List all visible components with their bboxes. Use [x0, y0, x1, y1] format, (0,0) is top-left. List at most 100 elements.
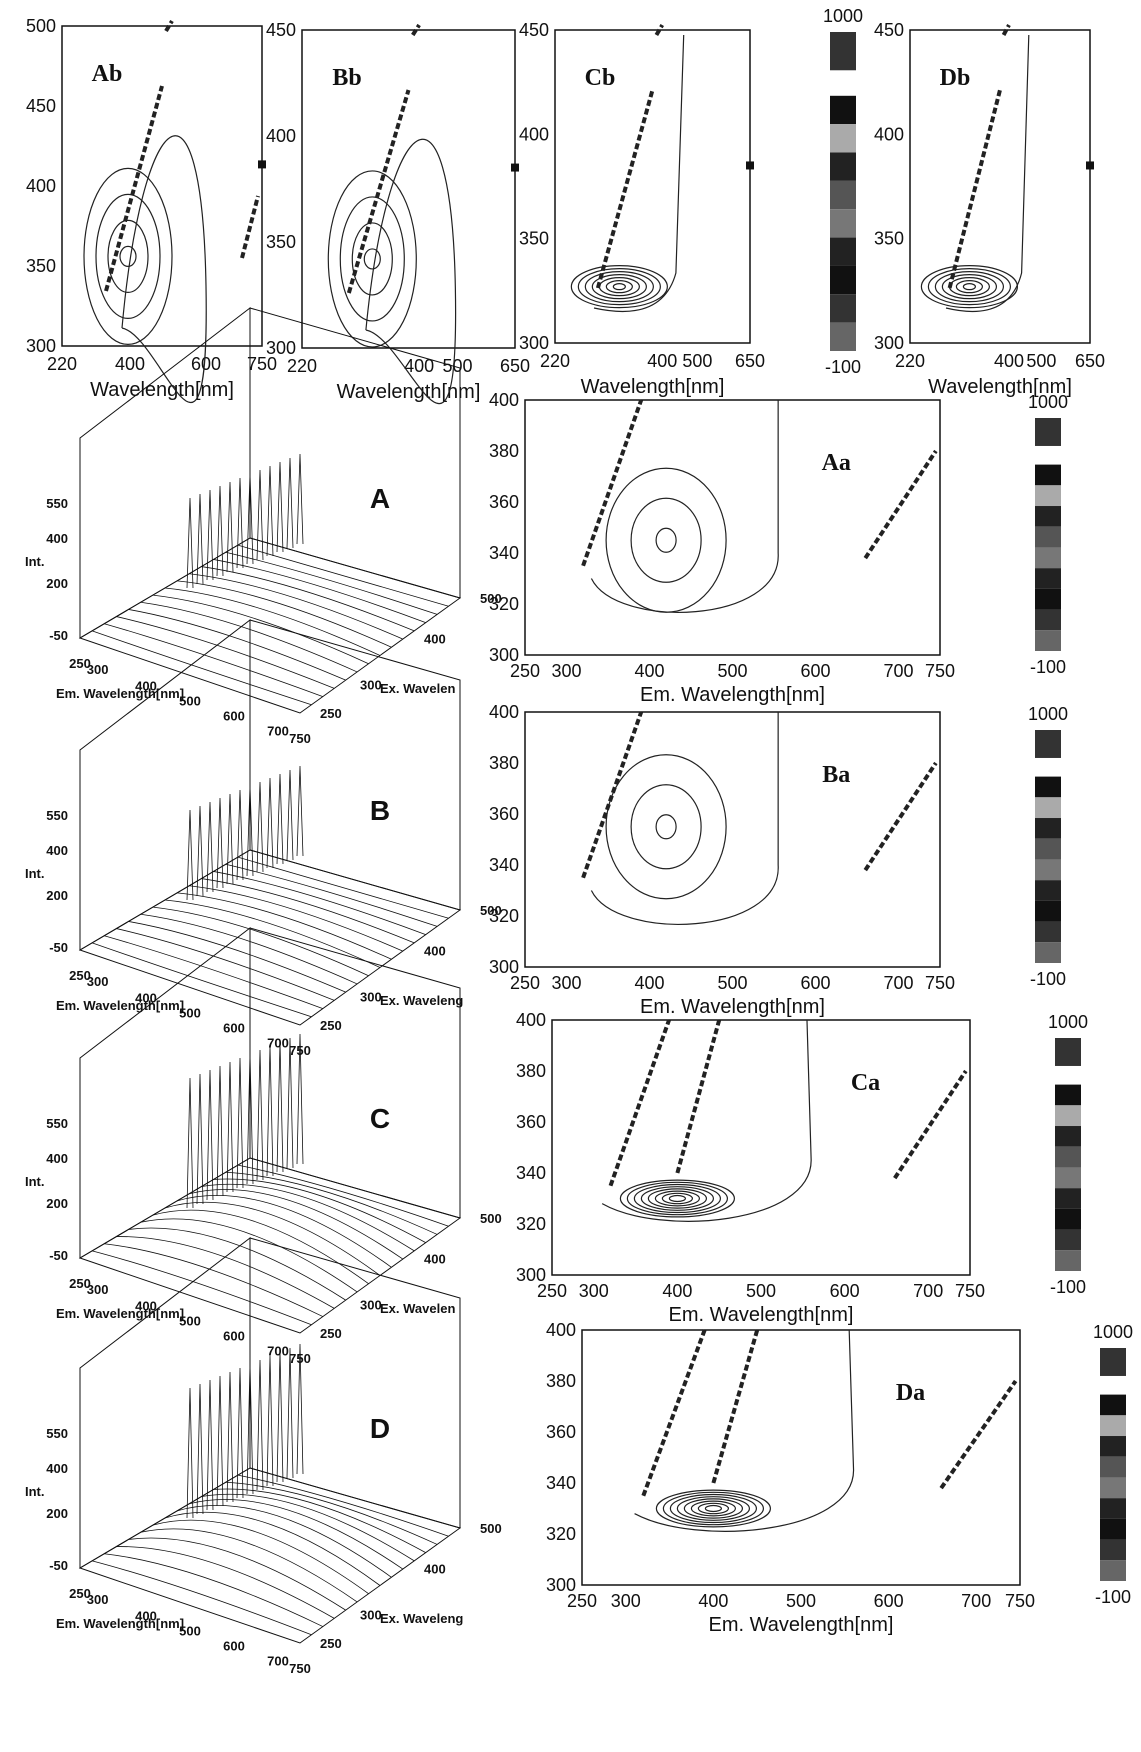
- top-colorbar-swatch: [830, 180, 856, 210]
- row-b-contour: [630, 784, 702, 870]
- row-c-em-tick: 250: [69, 1276, 91, 1291]
- row-a-colorbar-swatch: [1035, 630, 1061, 651]
- top-colorbar-min: -100: [825, 357, 861, 377]
- row-a-surface-wire: [237, 544, 449, 607]
- row-a-em-tick: 750: [289, 731, 311, 746]
- row-a-em-tick: 500: [179, 694, 201, 709]
- row-a-ex-tick: 400: [424, 631, 446, 646]
- row-d-int-tick: 200: [46, 1506, 68, 1521]
- row-c-contour-xtick: 300: [579, 1281, 609, 1301]
- row-b-contour: [590, 712, 779, 925]
- row-a-surface-label: A: [370, 483, 390, 514]
- row-b-em-tick: 300: [87, 974, 109, 989]
- row-d-scatter-band: [641, 1329, 707, 1497]
- row-c-surface-wire: [177, 1195, 392, 1268]
- row-b-surface-spike: [236, 789, 244, 881]
- row-d-contour-xlabel: Em. Wavelength[nm]: [709, 1614, 894, 1636]
- row-a-surface-wire: [152, 594, 369, 665]
- panel-ab-xtick: 400: [115, 354, 145, 374]
- row-a-surface-spike: [266, 465, 274, 557]
- panel-ab-ytick: 500: [26, 16, 56, 36]
- row-c-contour-ytick: 300: [516, 1265, 546, 1285]
- row-b-surface-wire: [92, 942, 312, 1018]
- row-b-ex-label: Ex. Waveleng: [380, 993, 463, 1008]
- row-c-surface-spike: [276, 1041, 284, 1173]
- row-c-surface-spike: [186, 1077, 194, 1209]
- row-a-contour-xtick: 300: [551, 661, 581, 681]
- row-c-int-tick: -50: [49, 1248, 68, 1263]
- row-a-contour-plot-area: [524, 399, 941, 656]
- panel-bb-contour: [365, 138, 457, 405]
- row-c-colorbar-swatch: [1055, 1208, 1081, 1230]
- row-b-scatter-band: [581, 711, 644, 879]
- row-a-em-tick: 600: [223, 709, 245, 724]
- row-d-int-tick: 550: [46, 1426, 68, 1441]
- panel-cb-xtick: 500: [682, 351, 712, 371]
- row-d-surface-spike: [186, 1387, 194, 1519]
- top-colorbar-swatch: [830, 152, 856, 181]
- row-d-em-tick: 500: [179, 1624, 201, 1639]
- row-d-surface-wire: [152, 1519, 369, 1595]
- row-a-contour-ytick: 360: [489, 492, 519, 512]
- row-d-surface-spike: [196, 1383, 204, 1515]
- panel-db-scatter-band: [947, 89, 1002, 289]
- row-c-surface-plot: [78, 926, 462, 1334]
- row-c-contour-xtick: 400: [662, 1281, 692, 1301]
- row-c-surface-spike: [246, 1053, 254, 1185]
- row-a-contour-ytick: 340: [489, 543, 519, 563]
- panel-db-contour: [955, 280, 984, 294]
- row-b-surface-spike: [196, 805, 204, 897]
- row-d-surface-label: D: [370, 1413, 390, 1444]
- row-b-em-tick: 500: [179, 1006, 201, 1021]
- panel-cb-ytick: 450: [519, 20, 549, 40]
- row-a-em-label: Em. Wavelength[nm]: [56, 686, 184, 701]
- row-d-colorbar-swatch: [1100, 1415, 1126, 1437]
- panel-db-ytick: 300: [874, 333, 904, 353]
- panel-cb-ytick: 350: [519, 229, 549, 249]
- row-d-int-tick: 400: [46, 1461, 68, 1476]
- row-c-contour-xtick: 700: [913, 1281, 943, 1301]
- panel-cb-contour: [612, 283, 626, 291]
- panel-bb-ytick: 450: [266, 20, 296, 40]
- row-a-surface-wire: [189, 573, 404, 640]
- row-c-ex-tick: 250: [320, 1326, 342, 1341]
- row-a-colorbar-swatch: [1035, 506, 1061, 527]
- row-b-contour-xtick: 300: [551, 973, 581, 993]
- row-b-colorbar-swatch: [1035, 838, 1061, 860]
- row-d-contour: [690, 1500, 737, 1517]
- row-c-surface-wire: [201, 1183, 415, 1252]
- row-b-colorbar-swatch: [1035, 900, 1061, 922]
- row-c-surface-wire: [152, 1209, 369, 1285]
- panel-cb-ytick: 400: [519, 124, 549, 144]
- row-c-ex-label: Ex. Wavelen: [380, 1301, 455, 1316]
- row-b-colorbar-swatch: [1035, 730, 1061, 758]
- panel-db-contour: [934, 271, 1005, 303]
- panel-db-contour: [941, 274, 998, 300]
- panel-cb-contour: [570, 265, 668, 309]
- row-b-contour-xtick: 700: [883, 973, 913, 993]
- row-d-contour: [669, 1493, 758, 1524]
- panel-cb-xlabel: Wavelength[nm]: [581, 376, 725, 398]
- row-a-contour-xtick: 750: [925, 661, 955, 681]
- row-d-contour-ytick: 400: [546, 1320, 576, 1340]
- row-a-em-tick: 250: [69, 656, 91, 671]
- panel-bb-ytick: 300: [266, 338, 296, 358]
- row-b-colorbar-swatch: [1035, 859, 1061, 881]
- row-b-colorbar-swatch: [1035, 797, 1061, 819]
- row-a-surface-wire: [140, 601, 358, 673]
- row-a-colorbar-swatch: [1035, 568, 1061, 589]
- row-a-em-tick: 400: [135, 679, 157, 694]
- row-c-contour-xtick: 500: [746, 1281, 776, 1301]
- row-a-int-tick: 550: [46, 496, 68, 511]
- top-colorbar-swatch: [830, 294, 856, 323]
- row-a-surface-plot: [78, 306, 462, 714]
- panel-cb-marker: [746, 161, 754, 170]
- panel-db-contour: [920, 265, 1019, 309]
- row-d-contour-label: Da: [896, 1380, 925, 1406]
- row-a-ex-label: Ex. Wavelen: [380, 681, 455, 696]
- row-b-surface-wall: [249, 619, 461, 911]
- row-c-surface-spike: [196, 1073, 204, 1205]
- row-c-colorbar-swatch: [1055, 1229, 1081, 1251]
- panel-ab-xtick: 220: [47, 354, 77, 374]
